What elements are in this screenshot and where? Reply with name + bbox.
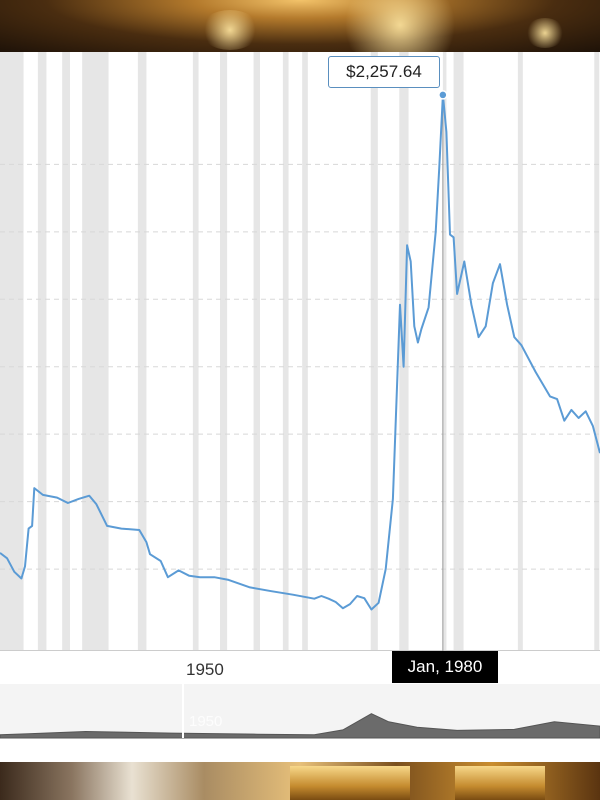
recession-band [253,52,260,650]
recession-band [370,52,378,650]
recession-band [282,52,289,650]
header-image [0,0,600,60]
navigator-background [0,684,600,738]
highlight-point [438,90,448,100]
recession-band [442,52,447,650]
recession-band [594,52,600,650]
value-tooltip: $2,257.64 [328,56,440,88]
recession-band [517,52,523,650]
recession-band [302,52,308,650]
recession-band [37,52,47,650]
x-axis-tick-label: 1950 [186,660,224,679]
navigator-year-label: 1950 [189,713,223,730]
price-series-line [0,93,600,611]
recession-band [0,52,24,650]
chart-panel [0,52,600,762]
recession-band [82,52,109,650]
recession-band [220,52,228,650]
recession-band [137,52,147,650]
navigator-overview [0,713,600,739]
price-history-chart[interactable] [0,52,600,762]
crosshair-date-label: Jan, 1980 [392,651,498,683]
footer-image [0,762,600,800]
recession-band [453,52,464,650]
recession-band [62,52,70,650]
recession-band [192,52,199,650]
